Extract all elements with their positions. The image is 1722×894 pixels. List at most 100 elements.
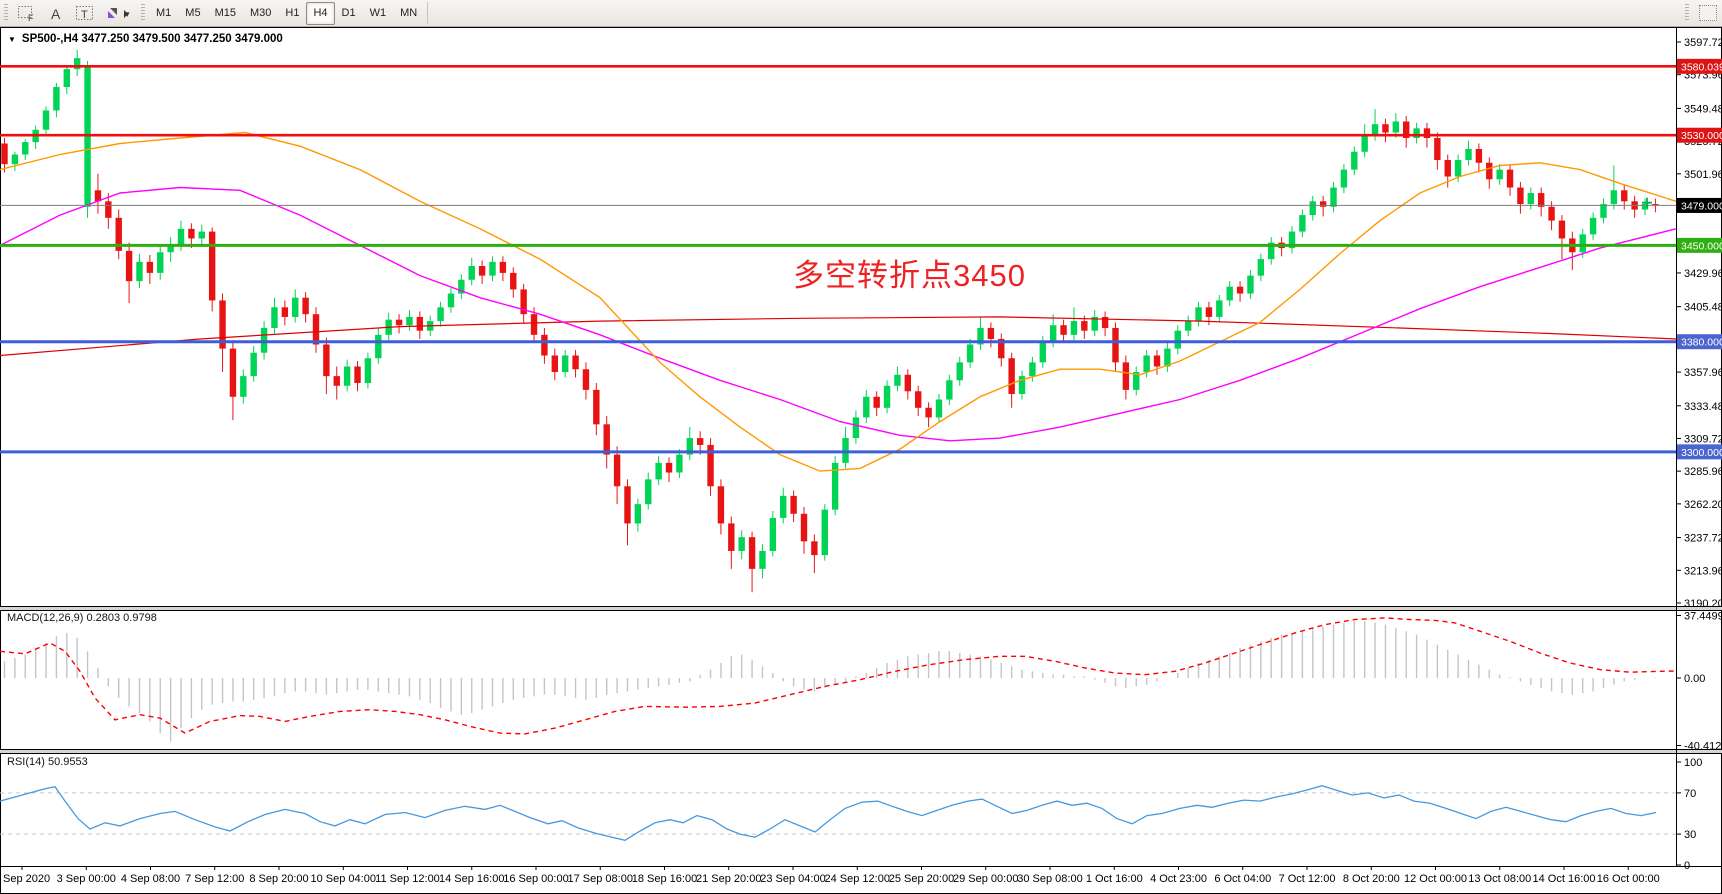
- date-label: 8 Sep 20:00: [249, 873, 308, 885]
- panel-separator[interactable]: [0, 606, 1722, 611]
- candle-body: [603, 424, 610, 455]
- timeframe-button-h1[interactable]: H1: [285, 7, 300, 19]
- candle-body: [728, 523, 735, 551]
- candle-body: [1081, 321, 1088, 331]
- axis-price-badge: [1677, 197, 1722, 213]
- timeframe-button-m30[interactable]: M30: [249, 7, 272, 19]
- axis-price-badge: [1677, 444, 1722, 460]
- candle-body: [707, 444, 714, 487]
- chart-annotation-text[interactable]: 多空转折点3450: [793, 258, 1026, 293]
- text-box-button[interactable]: T: [70, 2, 99, 25]
- macd-indicator-label: MACD(12,26,9) 0.2803 0.9798: [7, 612, 157, 624]
- candle-body: [634, 504, 642, 524]
- candle-body: [333, 376, 340, 386]
- toolbar-overflow-button[interactable]: [1693, 2, 1722, 25]
- candle-body: [1579, 234, 1586, 253]
- symbol-title[interactable]: ▼ SP500-,H4 3477.250 3479.500 3477.250 3…: [8, 33, 283, 45]
- candle-body: [312, 314, 320, 345]
- candle-body: [447, 293, 455, 308]
- candle-body: [1413, 128, 1420, 138]
- candle-body: [499, 261, 507, 273]
- candle-body: [665, 462, 673, 473]
- candle-body: [541, 334, 548, 356]
- timeframe-button-mn[interactable]: MN: [400, 7, 418, 19]
- candle-body: [780, 495, 787, 518]
- macd-tick-label: -40.4125: [1684, 740, 1722, 752]
- candle-body: [1382, 124, 1389, 133]
- dotted-grid-f-icon: F: [17, 5, 34, 23]
- candle-body: [22, 142, 29, 155]
- timeframe-button-m5[interactable]: M5: [185, 7, 201, 19]
- price-tick-label: 3237.720: [1684, 533, 1722, 545]
- date-label: 8 Oct 20:00: [1343, 873, 1400, 885]
- candle-body: [987, 327, 995, 339]
- candle-body: [1652, 204, 1659, 206]
- candle-body: [676, 454, 683, 473]
- panel-separator[interactable]: [0, 749, 1722, 754]
- candle-body: [1029, 362, 1036, 377]
- candle-body: [458, 279, 465, 294]
- toolbar-grip[interactable]: [141, 4, 145, 22]
- macd-tick-label: 37.4499: [1684, 610, 1722, 622]
- timeframe-button-d1[interactable]: D1: [341, 7, 356, 19]
- candle-body: [593, 389, 600, 425]
- candle-body: [530, 314, 538, 335]
- candle-body: [686, 438, 693, 455]
- candle-body: [229, 348, 237, 397]
- candle-body: [655, 462, 662, 480]
- candle-body: [1049, 325, 1057, 342]
- candle-body: [105, 201, 112, 218]
- candle-body: [73, 58, 81, 70]
- timeframe-button-h4[interactable]: H4: [306, 1, 335, 25]
- candle-body: [250, 352, 257, 377]
- candle-body: [1288, 231, 1296, 249]
- timeframe-bar: M1 M5 M15 M30 H1 H4 D1 W1 MN: [149, 1, 424, 25]
- text-label-button[interactable]: A: [41, 2, 70, 25]
- text-label-icon: A: [51, 6, 61, 22]
- timeframe-button-w1[interactable]: W1: [369, 7, 387, 19]
- candle-body: [1268, 242, 1275, 260]
- timeframe-button-m1[interactable]: M1: [156, 7, 172, 19]
- symbol-dropdown-caret-icon[interactable]: ▼: [8, 34, 16, 44]
- candle-body: [219, 300, 226, 349]
- candle-body: [510, 272, 517, 290]
- candle-body: [1205, 307, 1213, 317]
- candle-body: [198, 231, 205, 239]
- price-tick-label: 3405.480: [1684, 302, 1722, 314]
- rsi-tick-label: 100: [1684, 757, 1702, 769]
- candle-body: [1506, 169, 1514, 188]
- date-label: 12 Oct 00:00: [1404, 873, 1467, 885]
- candle-body: [1018, 376, 1026, 395]
- date-label: 18 Sep 16:00: [632, 873, 697, 885]
- candle-body: [977, 327, 984, 345]
- candle-body: [1641, 204, 1649, 210]
- candle-body: [1299, 215, 1306, 232]
- candle-body: [811, 541, 818, 556]
- candle-body: [1392, 121, 1400, 133]
- candle-body: [240, 376, 247, 397]
- date-label: 7 Oct 12:00: [1279, 873, 1336, 885]
- dotted-grid-f-button[interactable]: F: [12, 2, 41, 25]
- candle-body: [136, 261, 143, 282]
- candle-body: [1475, 148, 1483, 163]
- candle-body: [572, 355, 579, 370]
- date-label: 1 Sep 2020: [0, 873, 50, 885]
- toolbar-grip[interactable]: [1685, 4, 1689, 22]
- candle-body: [613, 454, 621, 487]
- symbol-ohlc-text: SP500-,H4 3477.250 3479.500 3477.250 347…: [21, 33, 283, 45]
- date-label: 30 Sep 08:00: [1017, 873, 1082, 885]
- candle-body: [292, 297, 299, 317]
- candle-body: [935, 399, 943, 418]
- arrow-objects-icon: ▾: [108, 7, 130, 19]
- candle-body: [167, 245, 174, 253]
- axis-price-badge-label: 3479.000: [1681, 200, 1722, 212]
- axis-price-badge-label: 3530.000: [1681, 130, 1722, 142]
- candle-body: [1610, 190, 1618, 205]
- toolbar-grip[interactable]: [4, 4, 8, 22]
- price-tick-label: 3429.960: [1684, 268, 1722, 280]
- candle-body: [1621, 190, 1628, 202]
- chart-canvas[interactable]: 3597.7203573.9603549.4803525.7203501.960…: [0, 27, 1722, 894]
- arrow-objects-button[interactable]: ▾: [99, 2, 137, 25]
- rsi-line: [0, 785, 1657, 841]
- timeframe-button-m15[interactable]: M15: [214, 7, 236, 19]
